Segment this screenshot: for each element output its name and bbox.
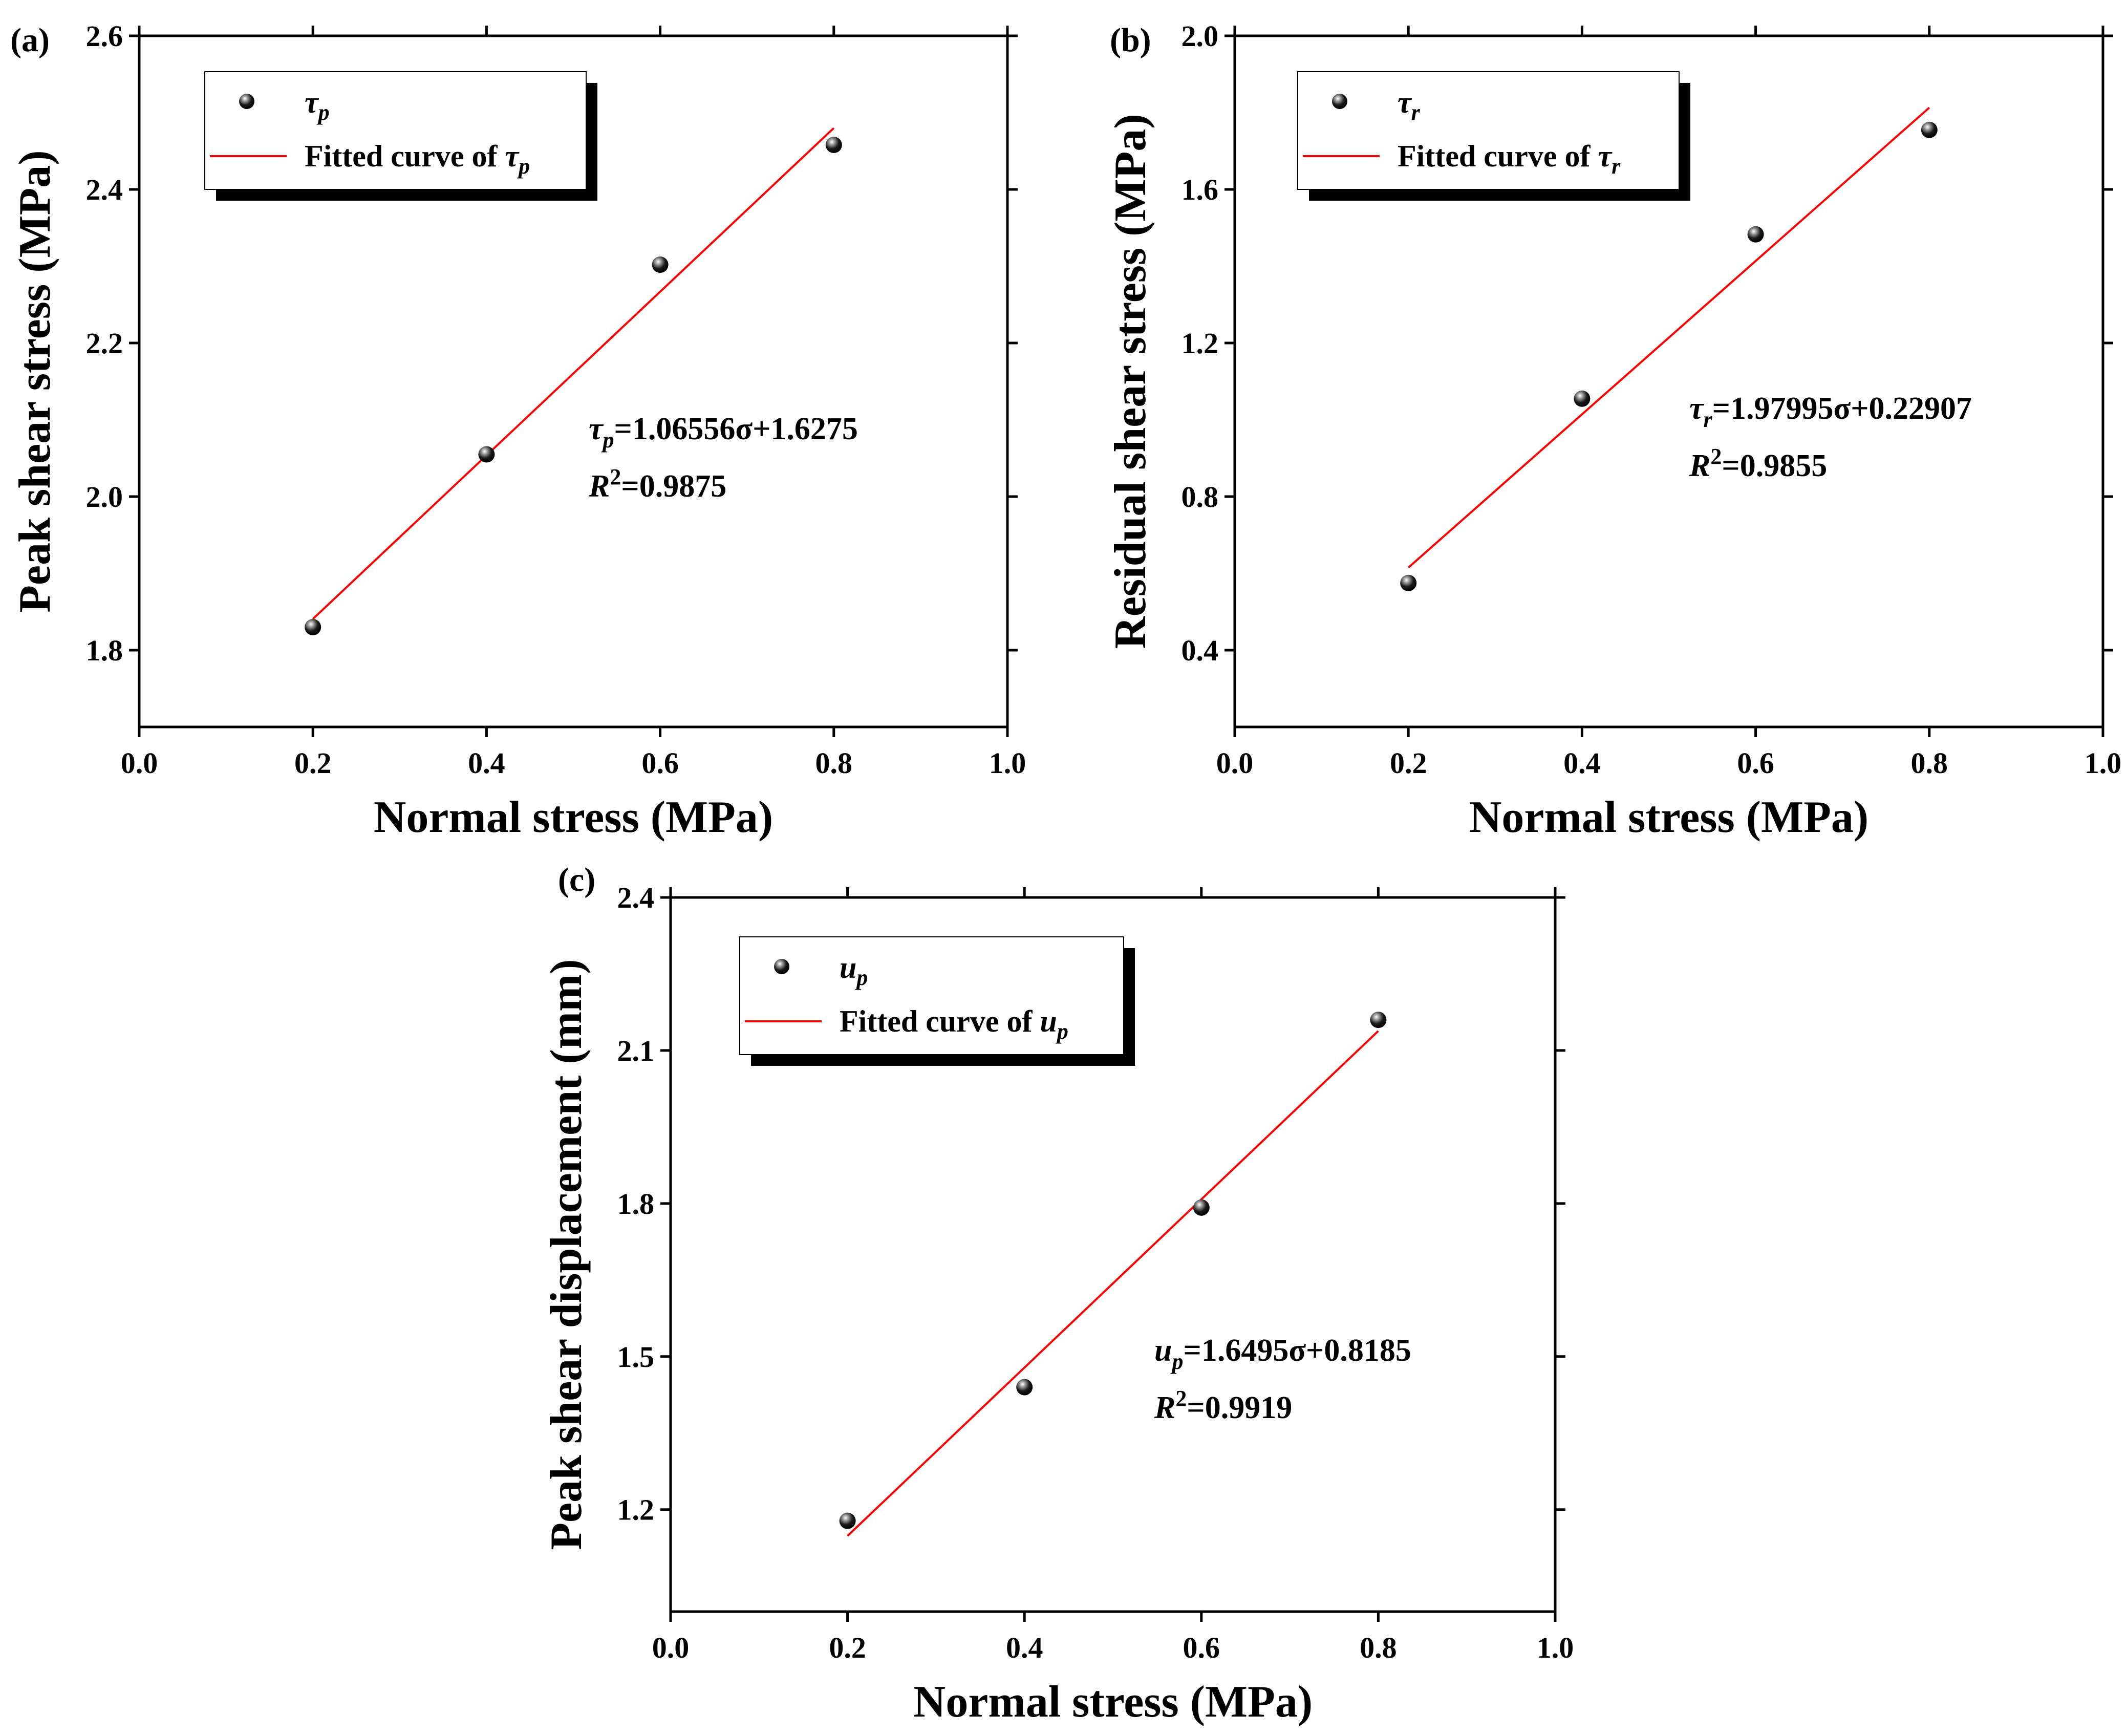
x-tick-label: 0.2 [294,746,332,780]
data-point [1370,1012,1387,1028]
x-tick-label: 1.0 [989,746,1026,780]
fit-line [847,1030,1379,1537]
legend-box [204,71,587,190]
x-tick-label: 1.0 [1537,1631,1574,1664]
x-tick-label: 0.0 [121,746,158,780]
legend-label-data: τp [305,85,330,125]
y-tick-label: 2.0 [1181,19,1219,53]
data-point [1747,226,1764,243]
y-tick-label: 1.2 [1181,327,1219,360]
data-point [1921,121,1938,138]
y-tick-label: 2.0 [86,480,123,513]
x-tick-label: 0.0 [652,1631,690,1664]
data-point [478,446,495,463]
panel-label: (a) [10,22,50,59]
fit-equation: τr=1.97995σ+0.22907 [1689,391,1972,432]
x-tick-label: 0.4 [1563,746,1601,780]
chart-panel-a: (a) 0.0 0.2 0.4 0.6 0.8 1.0 1.8 2.0 2.2 2.4 2.6 Norm… [10,19,1026,842]
y-tick-label: 1.8 [86,634,123,667]
x-axis-title: Normal stress (MPa) [913,1677,1313,1727]
legend-box [739,936,1124,1055]
x-tick-label: 0.6 [641,746,679,780]
data-point [1193,1199,1210,1216]
y-tick-label: 0.4 [1181,634,1219,667]
data-point [652,256,669,273]
y-tick-label: 1.8 [617,1187,655,1220]
legend-marker [239,94,254,109]
y-tick-label: 1.6 [1181,173,1219,206]
y-tick-label: 2.4 [86,173,123,206]
y-axis-title: Residual shear stress (MPa) [1106,114,1155,649]
r-squared: R2=0.9875 [588,464,726,504]
x-tick-label: 0.8 [815,746,853,780]
plot-frame [669,896,1557,1613]
fit-line [1407,106,1930,569]
x-tick-label: 1.0 [2085,746,2122,780]
y-tick-label: 1.2 [617,1493,655,1527]
y-tick-label: 2.6 [86,19,123,53]
legend-label-data: τr [1398,85,1421,125]
fit-equation: τp=1.06556σ+1.6275 [589,412,858,453]
y-tick-label: 2.4 [617,881,655,914]
r-squared: R2=0.9919 [1154,1386,1292,1425]
x-tick-label: 0.2 [1390,746,1427,780]
panel-label: (c) [558,861,595,898]
x-axis-title: Normal stress (MPa) [1469,792,1868,842]
x-tick-label: 0.8 [1360,1631,1397,1664]
fit-equation: up=1.6495σ+0.8185 [1154,1333,1411,1374]
legend-label-fit: Fitted curve of τp [305,139,530,179]
y-tick-label: 2.1 [617,1034,655,1067]
x-axis-title: Normal stress (MPa) [374,792,773,842]
x-tick-label: 0.6 [1737,746,1774,780]
y-tick-label: 1.5 [617,1340,655,1374]
legend-label-data: up [840,951,868,990]
chart-panel-b: (b) 0.0 0.2 0.4 0.6 0.8 1.0 0.4 0.8 1.2 1.6 2.0 Norm… [1106,19,2121,842]
data-point [1016,1379,1033,1396]
data-point [1574,390,1591,407]
data-point [825,137,842,153]
x-tick-label: 0.0 [1216,746,1254,780]
x-tick-label: 0.8 [1911,746,1948,780]
legend-marker [774,959,789,974]
x-tick-label: 0.4 [1006,1631,1043,1664]
y-tick-label: 0.8 [1181,480,1219,513]
chart-panel-c: (c) 0.0 0.2 0.4 0.6 0.8 1.0 1.2 1.5 1.8 2.1 2.4 Norm… [542,861,1574,1727]
x-tick-label: 0.2 [829,1631,866,1664]
x-tick-label: 0.4 [468,746,505,780]
panel-label: (b) [1110,22,1151,59]
data-point [305,619,321,635]
legend-box [1297,71,1680,190]
x-tick-label: 0.6 [1183,1631,1220,1664]
y-axis-title: Peak shear displacement (mm) [542,959,591,1550]
plot-frame [138,34,1009,728]
legend-label-fit: Fitted curve of up [840,1004,1068,1044]
legend-label-fit: Fitted curve of τr [1398,139,1621,179]
fit-line [312,127,835,620]
data-point [1400,574,1417,591]
plot-frame [1233,34,2104,728]
r-squared: R2=0.9855 [1689,444,1827,483]
data-point [839,1512,856,1529]
y-tick-label: 2.2 [86,327,123,360]
legend-marker [1332,94,1347,109]
y-axis-title: Peak shear stress (MPa) [10,150,60,612]
